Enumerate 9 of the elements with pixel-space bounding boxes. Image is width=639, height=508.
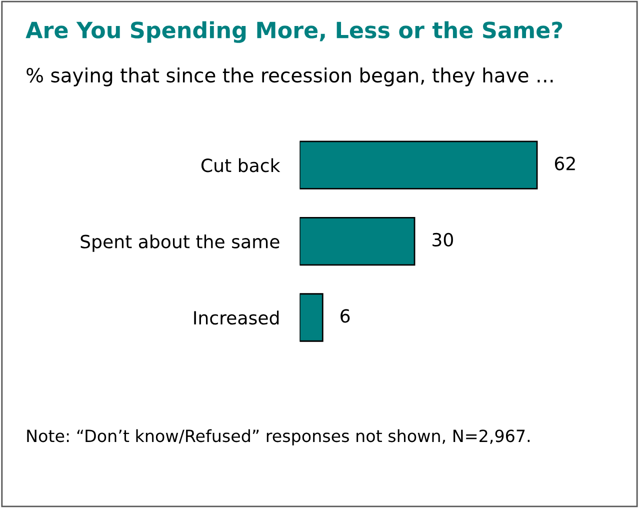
text: Note: “Don’t know/Refused” responses not shown, N=2,967. xyxy=(27,429,530,446)
y-tick-label: Cut back xyxy=(201,158,280,172)
data-label: 30 xyxy=(432,232,453,247)
chart-subtitle: % saying that since the recession began, they have … xyxy=(26,68,553,86)
y-tick-label: Increased xyxy=(194,310,279,325)
chart-title: Are You Spending More, Less or the Same? xyxy=(26,21,562,43)
data-label: 6 xyxy=(340,309,350,323)
y-tick-label: Spent about the same xyxy=(80,234,280,252)
data-label: 62 xyxy=(554,156,575,170)
